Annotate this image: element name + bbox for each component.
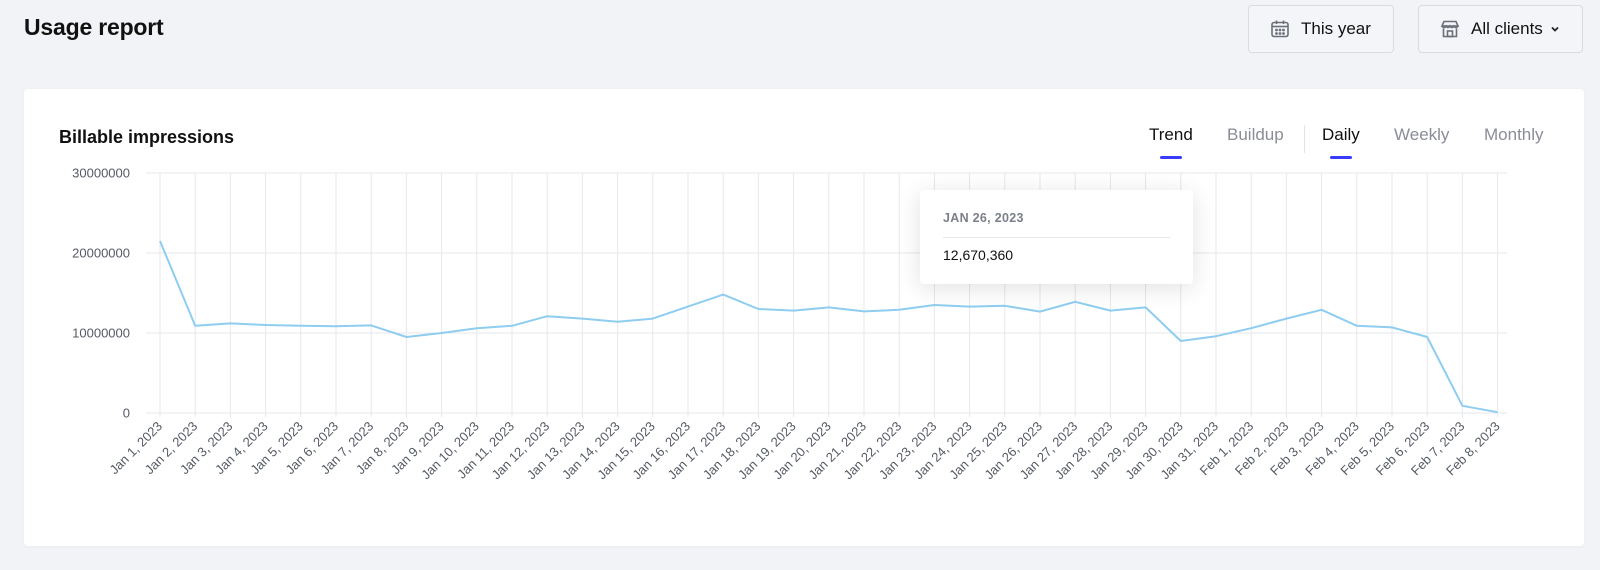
date-range-button[interactable]: This year bbox=[1248, 5, 1394, 53]
tab-buildup-label: Buildup bbox=[1227, 125, 1284, 144]
tab-monthly-label: Monthly bbox=[1484, 125, 1544, 144]
calendar-icon bbox=[1269, 18, 1291, 40]
tab-daily-label: Daily bbox=[1322, 125, 1360, 144]
card-title: Billable impressions bbox=[59, 127, 235, 147]
tab-buildup[interactable]: Buildup bbox=[1227, 125, 1284, 145]
tab-daily-indicator bbox=[1329, 156, 1352, 159]
y-tick-label: 20000000 bbox=[72, 246, 130, 261]
tab-trend-indicator bbox=[1159, 156, 1182, 159]
tooltip-date: JAN 26, 2023 bbox=[943, 211, 1024, 225]
y-tick-label: 0 bbox=[123, 406, 130, 421]
tab-divider bbox=[1304, 125, 1305, 153]
tab-daily[interactable]: Daily bbox=[1322, 125, 1360, 159]
chart-tooltip: JAN 26, 2023 12,670,360 bbox=[920, 190, 1193, 284]
tab-trend-label: Trend bbox=[1149, 125, 1193, 144]
billable-impressions-card: Billable impressions Trend Buildup Daily… bbox=[24, 89, 1584, 546]
tab-trend[interactable]: Trend bbox=[1149, 125, 1193, 159]
y-tick-label: 10000000 bbox=[72, 326, 130, 341]
y-tick-label: 30000000 bbox=[72, 166, 130, 181]
client-filter-label: All clients bbox=[1471, 19, 1543, 38]
tooltip-value: 12,670,360 bbox=[943, 247, 1014, 263]
date-range-label: This year bbox=[1301, 19, 1371, 38]
tooltip-divider bbox=[943, 237, 1170, 238]
tab-monthly[interactable]: Monthly bbox=[1484, 125, 1544, 145]
page-title: Usage report bbox=[24, 14, 164, 40]
chart-tabs: Trend Buildup Daily Weekly Monthly bbox=[24, 125, 1584, 159]
tab-weekly[interactable]: Weekly bbox=[1394, 125, 1449, 145]
store-icon bbox=[1439, 18, 1461, 40]
chevron-down-icon bbox=[1549, 23, 1561, 35]
tab-weekly-label: Weekly bbox=[1394, 125, 1450, 144]
client-filter-button[interactable]: All clients bbox=[1418, 5, 1583, 53]
